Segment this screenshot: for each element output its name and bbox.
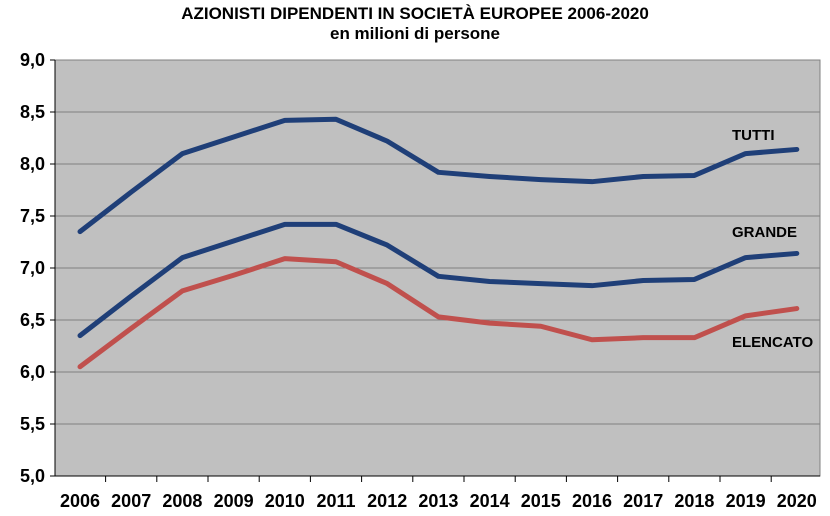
chart-title-block: AZIONISTI DIPENDENTI IN SOCIETÀ EUROPEE …	[0, 4, 830, 44]
y-tick-label: 7,5	[20, 206, 45, 226]
series-lines	[77, 116, 800, 370]
y-tick-label: 7,0	[20, 258, 45, 278]
x-tick-label: 2020	[777, 491, 817, 511]
x-tick-label: 2007	[111, 491, 151, 511]
x-tick-label: 2016	[572, 491, 612, 511]
y-tick-label: 8,0	[20, 154, 45, 174]
x-tick-label: 2018	[674, 491, 714, 511]
series-line-elencato	[77, 256, 800, 370]
y-tick-label: 5,0	[20, 466, 45, 486]
chart-subtitle: en milioni di persone	[329, 24, 501, 43]
y-tick-label: 6,0	[20, 362, 45, 382]
y-tick-label: 5,5	[20, 414, 45, 434]
x-tick-label: 2019	[726, 491, 766, 511]
series-label-elencato: ELENCATO	[732, 334, 813, 351]
x-tick-label: 2017	[623, 491, 663, 511]
x-tick-label: 2006	[60, 491, 100, 511]
series-line-tutti	[77, 116, 800, 235]
y-axis-ticks: 5,0 5,5 6,0 6,5 7,0 7,5 8,0 8,5 9,0	[20, 50, 45, 486]
series-label-grande: GRANDE	[732, 224, 797, 241]
x-tick-label: 2010	[265, 491, 305, 511]
x-tick-label: 2012	[367, 491, 407, 511]
y-tick-label: 9,0	[20, 50, 45, 70]
x-axis-ticks: 2006 2007 2008 2009 2010 2011 2012 2013 2014 2015…	[60, 491, 817, 511]
y-tick-label: 8,5	[20, 102, 45, 122]
x-tick-label: 2014	[470, 491, 510, 511]
series-label-tutti: TUTTI	[732, 127, 775, 144]
chart-title: AZIONISTI DIPENDENTI IN SOCIETÀ EUROPEE …	[181, 4, 649, 23]
x-tick-label: 2011	[316, 491, 355, 511]
y-tick-label: 6,5	[20, 310, 45, 330]
series-labels: TUTTI GRANDE ELENCATO	[732, 127, 813, 351]
gridlines	[50, 59, 820, 482]
x-tick-label: 2008	[162, 491, 202, 511]
series-line-grande	[77, 221, 800, 339]
x-tick-label: 2015	[521, 491, 561, 511]
x-tick-label: 2013	[418, 491, 458, 511]
x-tick-label: 2009	[214, 491, 254, 511]
